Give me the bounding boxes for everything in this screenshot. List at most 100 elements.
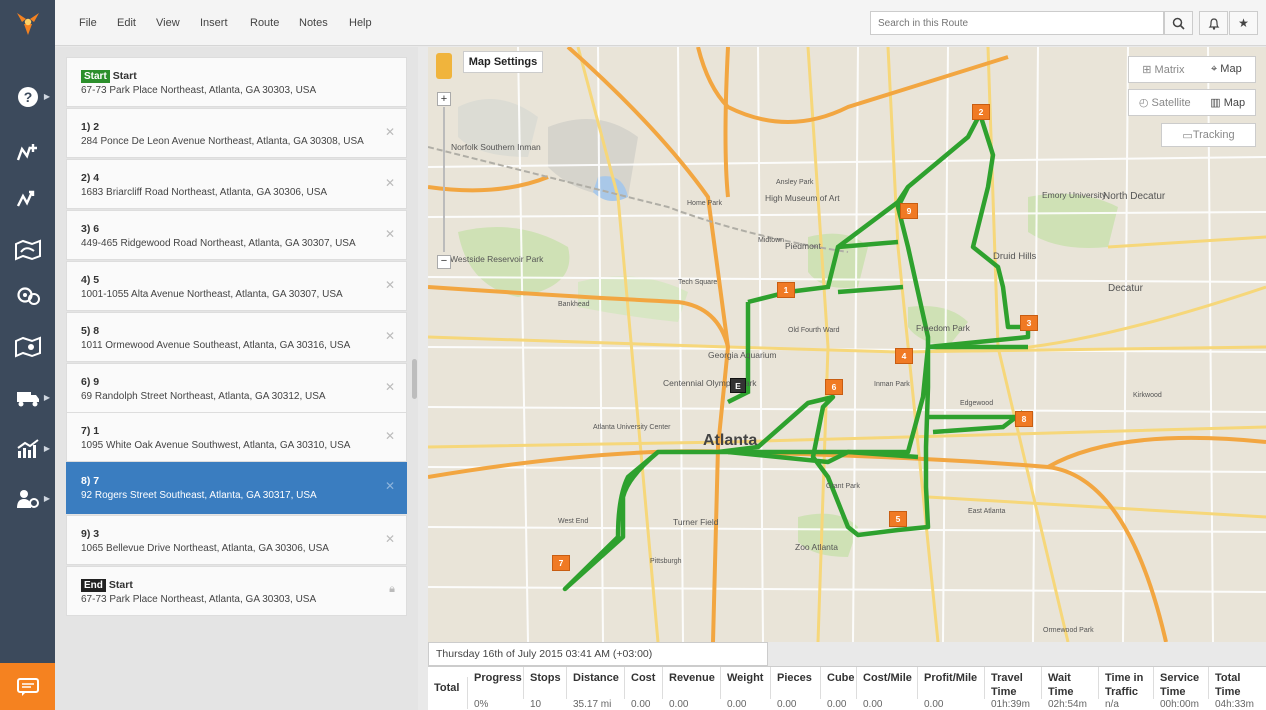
route-info-bar: Thursday 16th of July 2015 03:41 AM (+03… — [428, 642, 768, 682]
search-button[interactable] — [1164, 11, 1193, 35]
map-marker[interactable]: 2 — [972, 104, 990, 120]
menu-insert[interactable]: Insert — [200, 17, 228, 29]
map-fold-icon: ▥ — [1210, 97, 1224, 109]
route-map[interactable]: Norfolk Southern Inman High Museum of Ar… — [428, 47, 1266, 642]
map-label: Midtown — [758, 237, 784, 244]
column-header: Pieces — [771, 667, 821, 699]
total-time-value: 04h:33m — [1215, 699, 1254, 710]
favorites-button[interactable]: ★ — [1229, 11, 1258, 35]
map-settings-button[interactable]: Map Settings — [463, 51, 543, 73]
zoom-out-button[interactable]: − — [437, 255, 451, 269]
menu-file[interactable]: File — [79, 17, 97, 29]
end-tag: End — [81, 579, 106, 592]
menu-notes[interactable]: Notes — [299, 17, 328, 29]
map-marker[interactable]: 3 — [1020, 315, 1038, 331]
map-label: Druid Hills — [993, 251, 1037, 262]
add-route-icon[interactable] — [0, 127, 55, 177]
map-marker[interactable]: 7 — [552, 555, 570, 571]
remove-stop-icon[interactable]: ✕ — [384, 278, 395, 292]
lock-icon[interactable]: 🔒︎ — [389, 583, 395, 595]
menu-view[interactable]: View — [156, 17, 180, 29]
routes-map-icon[interactable] — [0, 225, 55, 275]
team-settings-icon[interactable]: ▶ — [0, 474, 55, 524]
chat-icon[interactable] — [0, 663, 55, 710]
column-header: Total Time — [1215, 672, 1241, 698]
stop-item[interactable]: 4) 5 1001-1055 Alta Avenue Northeast, At… — [66, 261, 407, 311]
territories-map-icon[interactable] — [0, 322, 55, 372]
optimize-route-icon[interactable] — [0, 173, 55, 223]
map-label: Zoo Atlanta — [795, 542, 838, 552]
menu-route[interactable]: Route — [250, 17, 280, 29]
map-label: Grant Park — [826, 483, 860, 490]
stop-item-selected[interactable]: 8) 7 92 Rogers Street Southeast, Atlanta… — [66, 462, 407, 514]
notifications-button[interactable] — [1199, 11, 1228, 35]
map-tab[interactable]: ⌖ Map — [1211, 63, 1242, 75]
map-view-tab[interactable]: ▥ Map — [1210, 97, 1246, 109]
map-canvas: Norfolk Southern Inman High Museum of Ar… — [428, 47, 1266, 642]
map-marker[interactable]: 8 — [1015, 411, 1033, 427]
remove-stop-icon[interactable]: ✕ — [384, 429, 395, 443]
search-input[interactable] — [871, 12, 1161, 34]
street-view-pegman-icon[interactable] — [436, 53, 452, 79]
addresses-icon[interactable] — [0, 272, 55, 322]
help-icon[interactable]: ? ▶ — [0, 72, 55, 122]
stop-item[interactable]: 3) 6 449-465 Ridgewood Road Northeast, A… — [66, 210, 407, 260]
map-label: Turner Field — [673, 517, 719, 527]
map-marker[interactable]: 6 — [825, 379, 843, 395]
map-label: Kirkwood — [1133, 392, 1162, 399]
zoom-slider[interactable] — [443, 107, 445, 252]
map-pin-icon: ⌖ — [1211, 63, 1221, 75]
wait-time-value: 02h:54m — [1048, 699, 1087, 710]
remove-stop-icon[interactable]: ✕ — [384, 176, 395, 190]
stop-address: 67-73 Park Place Northeast, Atlanta, GA … — [81, 85, 317, 96]
menu-edit[interactable]: Edit — [117, 17, 136, 29]
stop-address: 449-465 Ridgewood Road Northeast, Atlant… — [81, 238, 356, 249]
stop-item[interactable]: 2) 4 1683 Briarcliff Road Northeast, Atl… — [66, 159, 407, 209]
tracking-button[interactable]: ▭ Tracking — [1161, 123, 1256, 147]
stop-title: Start — [108, 579, 133, 591]
stop-item[interactable]: 5) 8 1011 Ormewood Avenue Southeast, Atl… — [66, 312, 407, 362]
map-label: Pittsburgh — [650, 558, 682, 565]
map-label: Atlanta University Center — [593, 424, 671, 431]
weight-value: 0.00 — [727, 699, 747, 710]
stop-address: 1065 Bellevue Drive Northeast, Atlanta, … — [81, 543, 329, 554]
map-label: Georgia Aquarium — [708, 350, 777, 360]
column-header: Stops — [524, 667, 567, 699]
map-label: Piedmont — [785, 241, 822, 251]
satellite-tab[interactable]: ◴ Satellite — [1138, 97, 1191, 109]
stop-item[interactable]: 1) 2 284 Ponce De Leon Avenue Northeast,… — [66, 108, 407, 158]
panel-scrollbar[interactable] — [410, 47, 418, 710]
stop-item[interactable]: 6) 9 69 Randolph Street Northeast, Atlan… — [66, 363, 407, 413]
map-marker[interactable]: 5 — [889, 511, 907, 527]
vehicles-icon[interactable]: ▶ — [0, 373, 55, 423]
remove-stop-icon[interactable]: ✕ — [384, 125, 395, 139]
remove-stop-icon[interactable]: ✕ — [384, 227, 395, 241]
remove-stop-icon[interactable]: ✕ — [384, 479, 395, 493]
map-marker-end[interactable]: E — [730, 378, 746, 393]
stop-item[interactable]: 7) 1 1095 White Oak Avenue Southwest, At… — [66, 412, 407, 462]
scrollbar-thumb[interactable] — [412, 359, 417, 399]
stop-item[interactable]: 9) 3 1065 Bellevue Drive Northeast, Atla… — [66, 515, 407, 565]
map-label: East Atlanta — [968, 508, 1005, 515]
map-marker[interactable]: 1 — [777, 282, 795, 298]
map-marker[interactable]: 4 — [895, 348, 913, 364]
analytics-icon[interactable]: ▶ — [0, 424, 55, 474]
matrix-tab[interactable]: ⊞ Matrix — [1142, 64, 1185, 76]
route4me-logo[interactable] — [0, 0, 55, 47]
map-label: High Museum of Art — [765, 193, 840, 203]
zoom-in-button[interactable]: + — [437, 92, 451, 106]
map-marker[interactable]: 9 — [900, 203, 918, 219]
remove-stop-icon[interactable]: ✕ — [384, 329, 395, 343]
map-label: Norfolk Southern Inman — [451, 142, 541, 152]
menu-help[interactable]: Help — [349, 17, 372, 29]
remove-stop-icon[interactable]: ✕ — [384, 532, 395, 546]
stop-end[interactable]: End Start 67-73 Park Place Northeast, Atl… — [66, 566, 407, 616]
remove-stop-icon[interactable]: ✕ — [384, 380, 395, 394]
map-label: Old Fourth Ward — [788, 327, 840, 334]
stop-title: 1) 2 — [81, 121, 100, 133]
stop-title: 6) 9 — [81, 376, 100, 388]
map-label: Tech Square — [678, 279, 717, 286]
stop-start[interactable]: Start Start 67-73 Park Place Northeast, A… — [66, 57, 407, 107]
search-box — [870, 11, 1164, 35]
